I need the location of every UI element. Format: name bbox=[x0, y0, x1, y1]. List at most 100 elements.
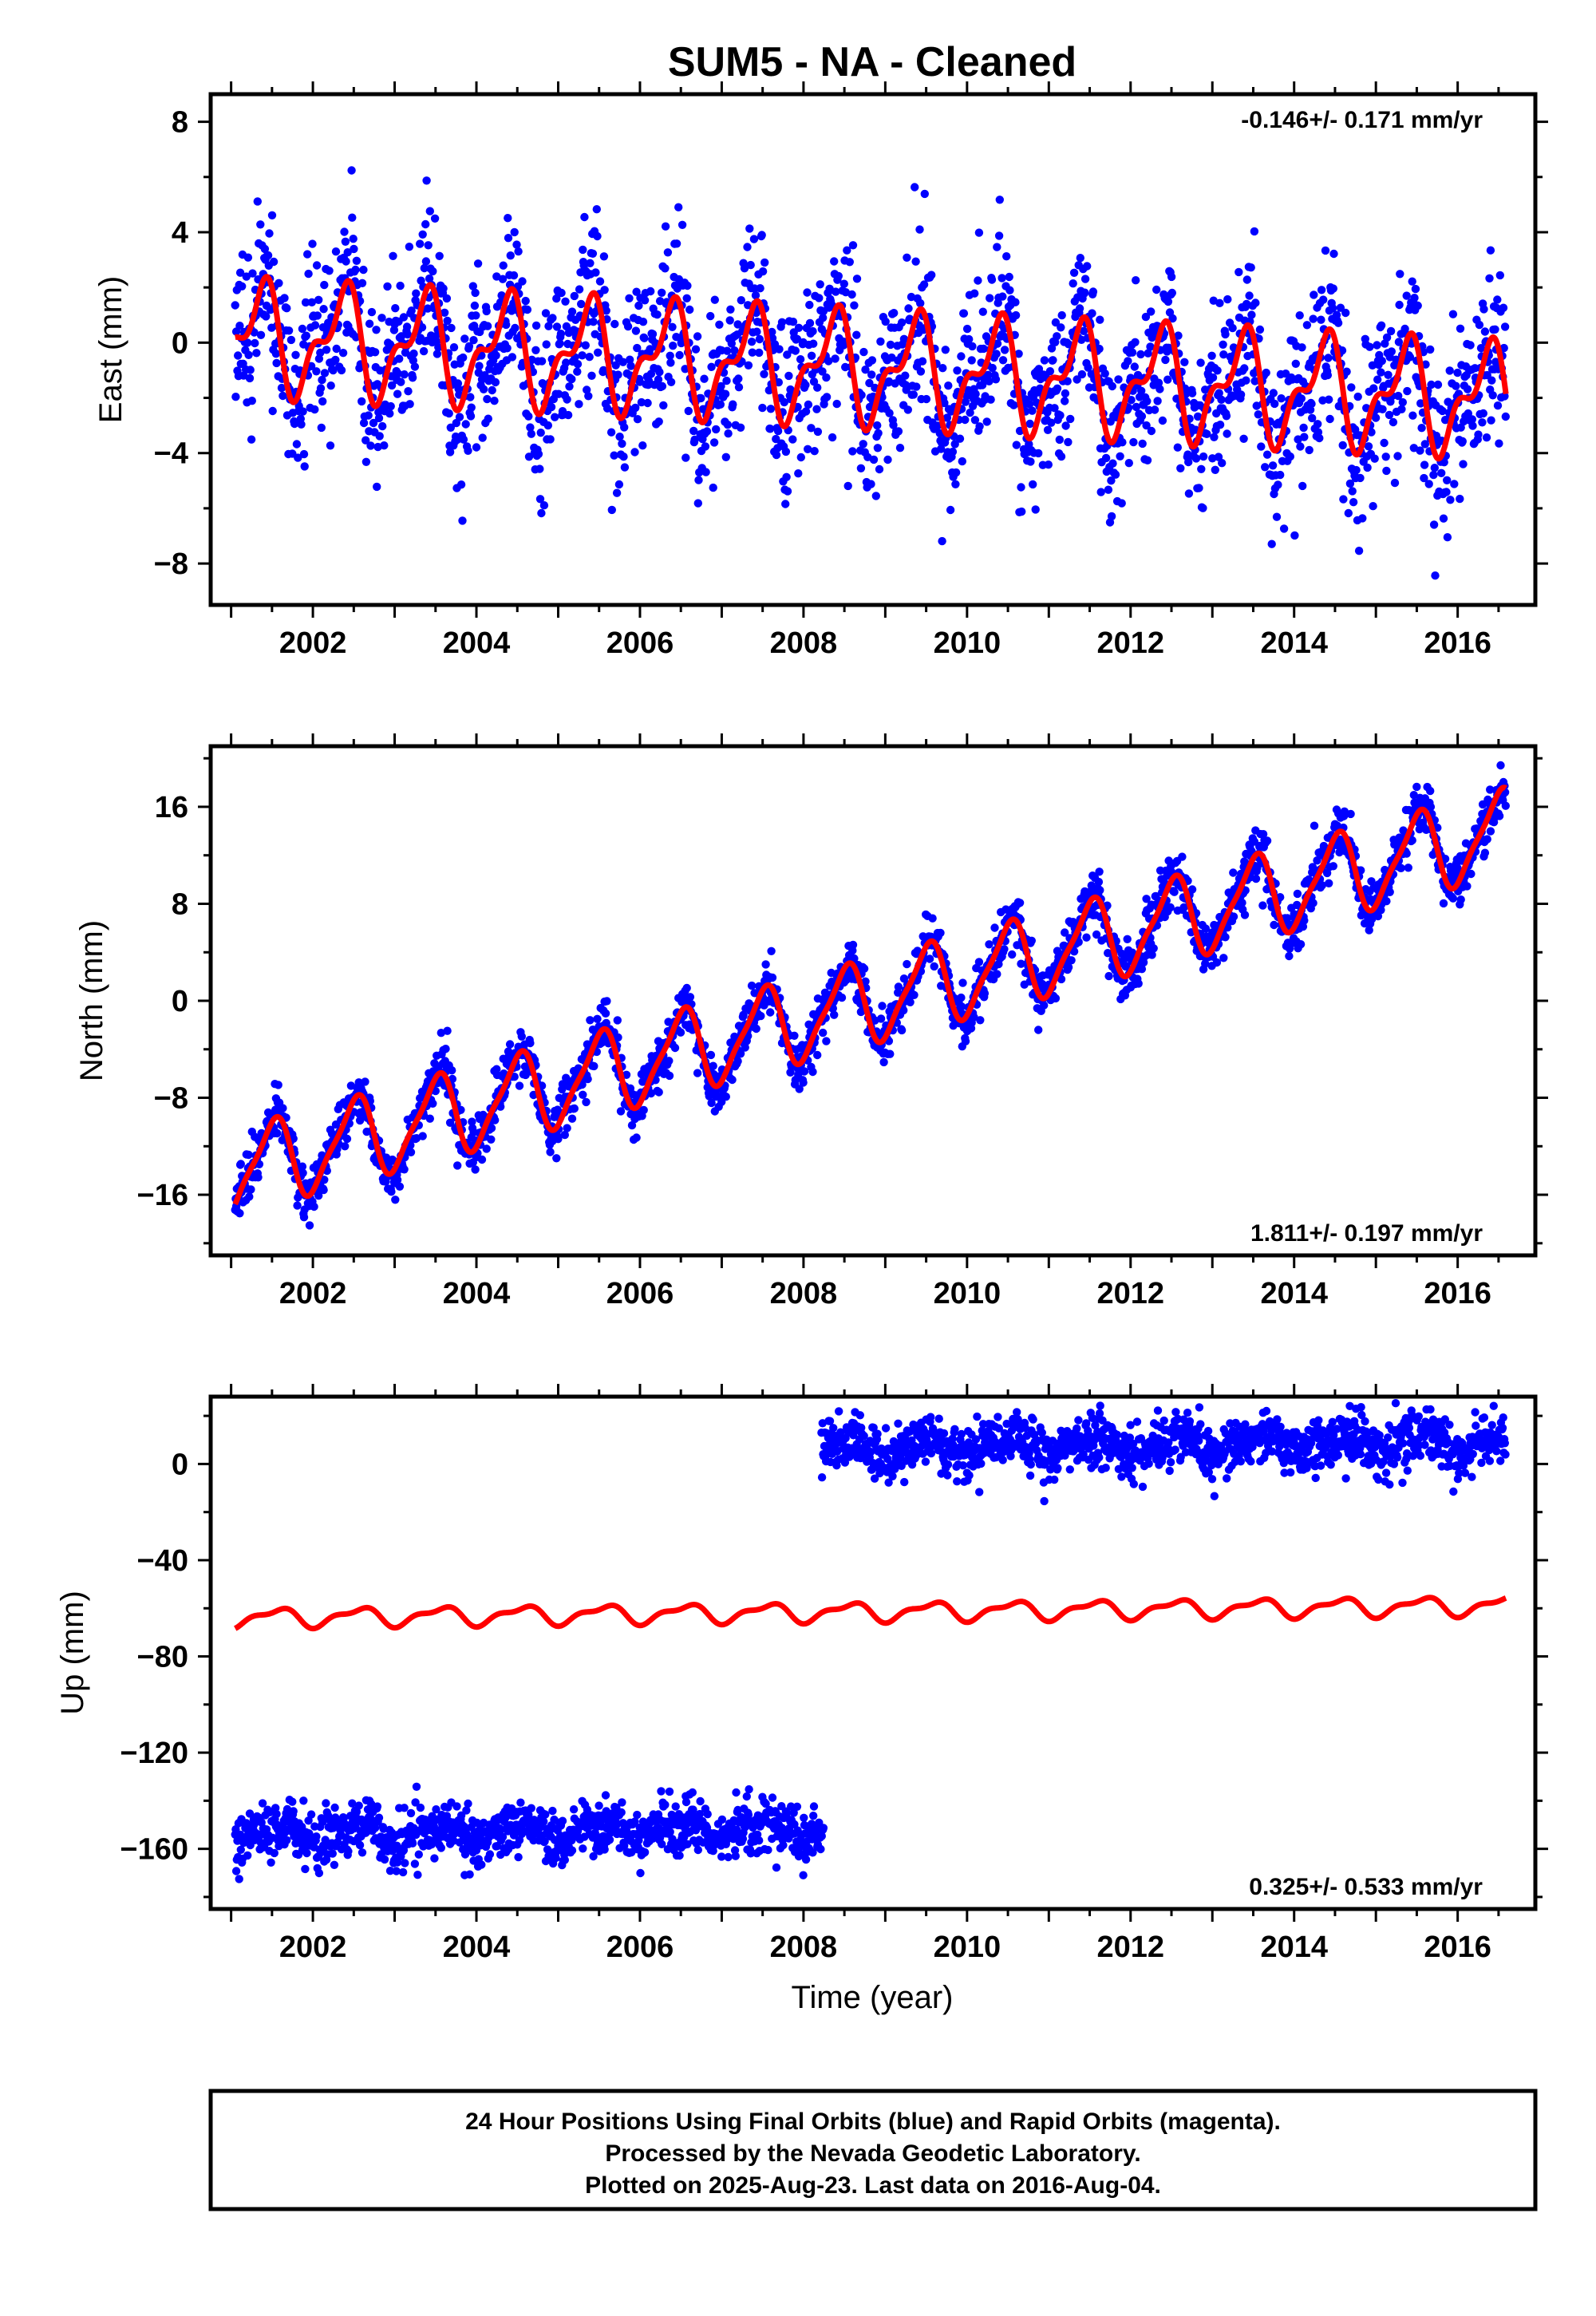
east-data-point bbox=[903, 253, 911, 262]
east-data-point bbox=[1363, 463, 1372, 472]
east-data-point bbox=[588, 249, 598, 258]
east-data-point bbox=[648, 330, 658, 338]
east-data-point bbox=[1279, 524, 1289, 533]
east-data-point bbox=[508, 353, 517, 362]
up-data-point bbox=[328, 1849, 337, 1858]
east-data-point bbox=[697, 393, 705, 403]
east-data-point bbox=[429, 267, 437, 276]
east-data-point bbox=[1495, 439, 1503, 448]
north-data-point bbox=[327, 1129, 337, 1138]
east-data-point bbox=[464, 446, 472, 455]
x-tick-label: 2004 bbox=[443, 626, 511, 660]
east-data-point bbox=[1262, 368, 1270, 377]
north-data-point bbox=[560, 1130, 569, 1140]
north-data-point bbox=[1309, 899, 1317, 907]
east-data-point bbox=[1000, 346, 1009, 354]
north-data-point bbox=[1122, 962, 1131, 970]
north-data-point bbox=[961, 1037, 970, 1046]
east-data-point bbox=[1458, 437, 1468, 446]
up-data-point bbox=[235, 1875, 243, 1883]
east-data-point bbox=[272, 358, 281, 368]
north-data-point bbox=[1104, 971, 1113, 981]
east-data-point bbox=[440, 308, 449, 317]
east-data-point bbox=[302, 331, 310, 340]
east-data-point bbox=[280, 294, 289, 302]
east-data-point bbox=[1057, 452, 1066, 461]
east-data-point bbox=[1207, 351, 1216, 360]
east-data-point bbox=[816, 280, 824, 289]
up-data-point bbox=[330, 1860, 339, 1869]
east-data-point bbox=[736, 423, 745, 432]
east-data-point bbox=[1088, 287, 1098, 296]
north-data-point bbox=[976, 1016, 985, 1025]
east-data-point bbox=[1417, 424, 1426, 433]
east-data-point bbox=[1127, 396, 1136, 405]
east-data-point bbox=[1195, 484, 1203, 492]
north-data-point bbox=[1296, 940, 1306, 949]
east-data-point bbox=[807, 424, 816, 433]
north-data-point bbox=[767, 947, 776, 956]
east-data-point bbox=[504, 214, 512, 223]
north-data-point bbox=[236, 1160, 245, 1168]
east-data-point bbox=[350, 244, 358, 254]
east-data-point bbox=[620, 423, 629, 432]
east-data-point bbox=[402, 322, 412, 331]
east-data-point bbox=[425, 274, 434, 283]
east-data-point bbox=[483, 394, 492, 404]
east-data-point bbox=[958, 456, 967, 466]
east-data-point bbox=[1088, 309, 1096, 318]
east-data-point bbox=[1203, 429, 1211, 438]
east-data-point bbox=[1302, 321, 1312, 330]
east-data-point bbox=[1308, 413, 1317, 423]
east-data-point bbox=[693, 499, 702, 508]
east-data-point bbox=[396, 281, 405, 290]
east-data-point bbox=[781, 447, 791, 456]
east-data-point bbox=[1339, 495, 1348, 504]
east-data-point bbox=[470, 301, 480, 310]
east-data-point bbox=[959, 309, 969, 318]
east-data-point bbox=[1315, 433, 1324, 443]
east-data-point bbox=[615, 433, 624, 441]
x-tick-label: 2008 bbox=[770, 626, 838, 660]
north-data-point bbox=[974, 958, 984, 966]
north-data-point bbox=[515, 1081, 524, 1090]
north-data-point bbox=[1276, 893, 1285, 902]
north-data-point bbox=[387, 1188, 396, 1196]
north-data-point bbox=[627, 1120, 637, 1130]
east-data-point bbox=[1341, 308, 1350, 318]
north-data-point bbox=[445, 1118, 455, 1128]
north-data-point bbox=[468, 1117, 476, 1126]
east-data-point bbox=[946, 505, 955, 515]
east-data-point bbox=[916, 298, 925, 308]
east-data-point bbox=[1174, 331, 1183, 340]
east-data-point bbox=[1168, 314, 1177, 323]
north-data-point bbox=[487, 1124, 496, 1132]
up-data-point bbox=[312, 1832, 321, 1841]
north-data-point bbox=[1480, 848, 1490, 857]
east-data-point bbox=[420, 263, 429, 273]
north-data-point bbox=[985, 940, 994, 949]
east-data-point bbox=[1199, 452, 1208, 461]
x-tick-label: 2010 bbox=[934, 1277, 1001, 1310]
north-data-point bbox=[1229, 912, 1238, 921]
east-data-point bbox=[256, 330, 266, 339]
east-data-point bbox=[663, 248, 673, 257]
east-data-point bbox=[890, 309, 899, 318]
east-data-point bbox=[498, 275, 508, 283]
east-data-point bbox=[1482, 433, 1491, 442]
east-data-point bbox=[456, 480, 466, 489]
east-data-point bbox=[562, 358, 571, 367]
east-data-point bbox=[748, 348, 757, 357]
east-data-point bbox=[1242, 275, 1252, 284]
north-data-point bbox=[709, 1061, 717, 1070]
north-data-point bbox=[958, 978, 967, 987]
up-data-point bbox=[330, 1803, 339, 1812]
east-data-point bbox=[369, 418, 378, 428]
north-data-point bbox=[1285, 951, 1294, 961]
north-data-point bbox=[1325, 879, 1333, 888]
east-data-point bbox=[757, 231, 766, 239]
north-data-point bbox=[510, 1073, 519, 1081]
east-data-point bbox=[632, 287, 641, 296]
north-data-point bbox=[795, 1085, 804, 1093]
east-data-point bbox=[974, 228, 984, 237]
